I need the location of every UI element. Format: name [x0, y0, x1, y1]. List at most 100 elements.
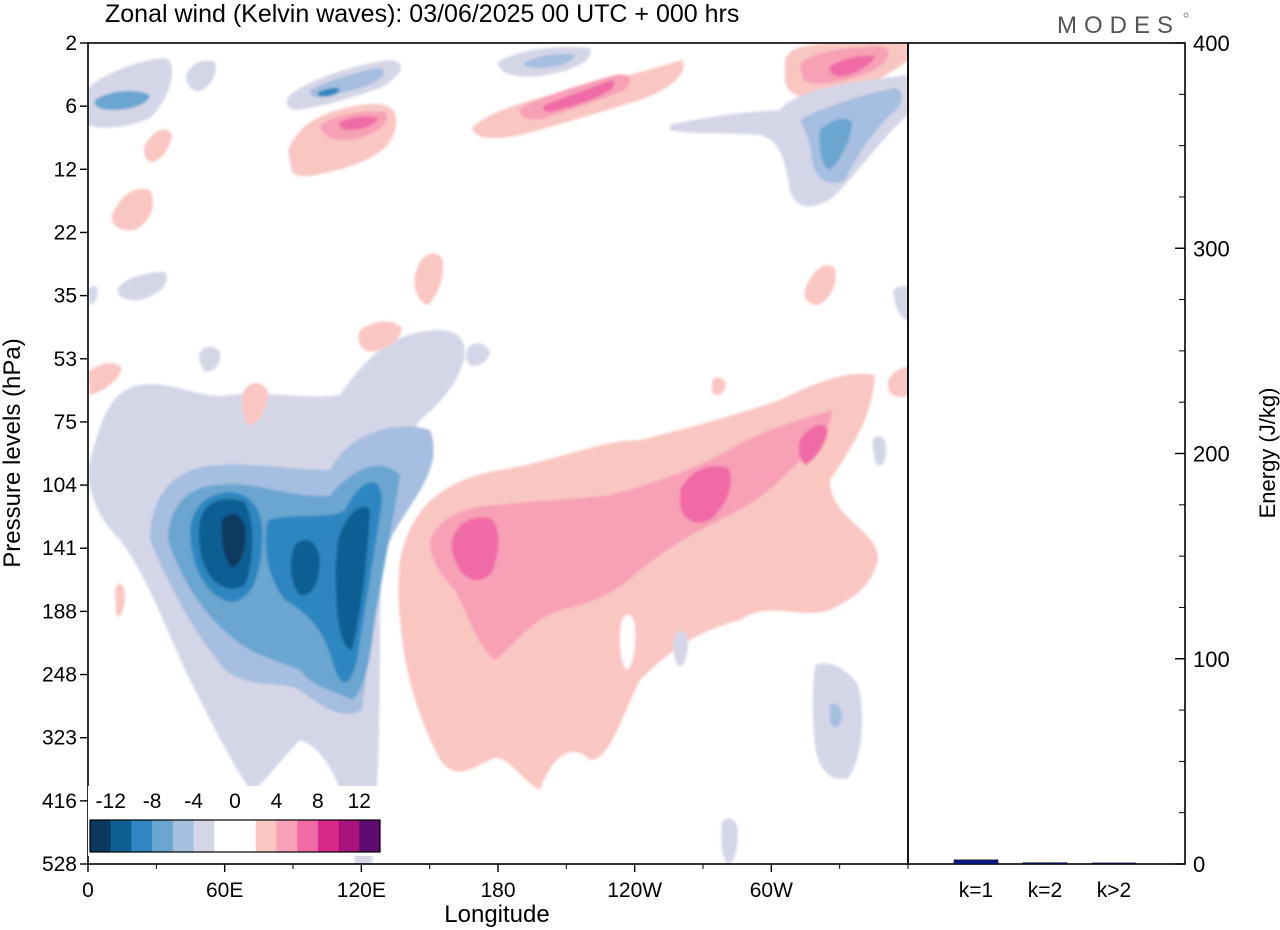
colorbar-swatch [317, 820, 339, 852]
heatmap-contour-13 [798, 424, 828, 465]
heatmap-contour-54 [872, 435, 886, 466]
heatmap-contour-52 [115, 583, 125, 617]
heatmap-contour-38 [88, 363, 122, 395]
y-tick-label: 416 [42, 790, 77, 813]
energy-category-label: k>2 [1097, 879, 1131, 902]
colorbar-swatch [110, 820, 132, 852]
energy-tick-label: 0 [1193, 852, 1205, 877]
chart-title: Zonal wind (Kelvin waves): 03/06/2025 00… [105, 0, 739, 28]
logo-registered-mark [1183, 12, 1189, 18]
x-tick-label: 60E [206, 879, 243, 902]
colorbar-swatch [131, 820, 153, 852]
colorbar-label: -8 [143, 790, 162, 813]
heatmap-contour-50 [721, 818, 738, 864]
heatmap-contour-46 [88, 286, 98, 305]
heatmap-contour-51 [465, 343, 490, 366]
colorbar-swatch [338, 820, 360, 852]
heatmap-contour-49 [830, 703, 842, 727]
heatmap-contour-6 [335, 506, 370, 650]
heatmap-contour-36 [414, 253, 444, 305]
heatmap-contour-22 [829, 55, 875, 77]
pressure-axis: 2 6 12 22 35 53 75 104 141 188 248 323 416 528 [42, 32, 88, 876]
x-tick-label: 120E [337, 879, 386, 902]
x-axis-label: Longitude [444, 901, 549, 928]
heatmap-contour-34 [111, 188, 154, 231]
heatmap-contour-47 [893, 285, 908, 320]
heatmap-contour-11 [451, 517, 499, 581]
y-tick-label: 2 [65, 32, 77, 55]
energy-panel-frame [907, 42, 1186, 865]
heatmap-contour-33 [819, 118, 852, 170]
colorbar-label: -4 [184, 790, 203, 813]
colorbar-label: 8 [312, 790, 324, 813]
y-tick-label: 6 [65, 95, 77, 118]
heatmap-contour-41 [888, 367, 908, 398]
heatmap-contour-40 [804, 265, 836, 305]
heatmap-contour-35 [144, 129, 172, 162]
colorbar-label: 12 [348, 790, 371, 813]
energy-tick-label: 400 [1193, 31, 1230, 56]
colorbar-swatch [172, 820, 194, 852]
heatmap-contour-16 [339, 116, 378, 130]
y-tick-label: 35 [54, 285, 77, 308]
heatmap-contour-28 [318, 87, 340, 97]
y-tick-label: 12 [54, 158, 77, 181]
colorbar: -12 -8 -4 0 4 8 12 [88, 786, 382, 856]
colorbar-swatch [276, 820, 298, 852]
heatmap-contour-39 [241, 383, 268, 425]
heatmap-contour-44 [199, 346, 221, 372]
y-tick-label: 104 [42, 474, 77, 497]
y-tick-label: 323 [42, 727, 77, 750]
colorbar-swatch [235, 820, 257, 852]
energy-axis-label: Energy (J/kg) [1255, 388, 1280, 519]
colorbar-swatch [297, 820, 319, 852]
colorbar-swatch [214, 820, 236, 852]
y-tick-label: 75 [54, 411, 77, 434]
heatmap-contour-7 [290, 540, 320, 596]
modes-logo: MODES [1057, 12, 1180, 39]
colorbar-swatch [152, 820, 174, 852]
energy-bar-chart: 0 100 200 300 400 k=1 k=2 k>2 [953, 31, 1230, 902]
heatmap-contour-12 [680, 466, 732, 523]
energy-tick-label: 100 [1193, 647, 1230, 672]
heatmap-contour-42 [712, 377, 726, 396]
heatmap-contour-37 [358, 321, 402, 352]
y-tick-label: 248 [42, 664, 77, 687]
y-tick-label: 188 [42, 600, 77, 623]
energy-bar-k=1 [953, 859, 999, 865]
colorbar-label: -12 [96, 790, 126, 813]
heatmap-contour-53 [673, 630, 688, 667]
y-tick-label: 53 [54, 348, 77, 371]
energy-tick-label: 200 [1193, 442, 1230, 467]
energy-bar-k>2 [1091, 862, 1137, 865]
colorbar-swatch [193, 820, 215, 852]
colorbar-label: 4 [271, 790, 283, 813]
y-tick-label: 22 [54, 221, 77, 244]
energy-tick-label: 300 [1193, 236, 1230, 261]
energy-category-label: k=2 [1028, 879, 1062, 902]
x-tick-label: 0 [82, 879, 94, 902]
colorbar-label: 0 [229, 790, 241, 813]
y-tick-label: 141 [42, 537, 77, 560]
y-tick-label: 528 [42, 853, 77, 876]
heatmap-contour-25 [94, 90, 150, 110]
longitude-axis: 0 60E 120E 180 120W 60W [82, 864, 909, 902]
heatmap-contour-43 [117, 272, 168, 301]
y-axis-label: Pressure levels (hPa) [0, 338, 26, 567]
x-tick-label: 120W [607, 879, 662, 902]
energy-bar-k=2 [1022, 862, 1068, 865]
x-tick-label: 60W [750, 879, 793, 902]
colorbar-swatch [255, 820, 277, 852]
heatmap-contour-45 [185, 60, 216, 92]
hovmoller-heatmap [88, 43, 908, 864]
colorbar-frame [89, 819, 381, 853]
heatmap-contour-gap [619, 614, 636, 670]
x-tick-label: 180 [480, 879, 515, 902]
energy-category-label: k=1 [959, 879, 993, 902]
heatmap-contour-10 [430, 410, 832, 660]
heatmap-contour-19 [543, 80, 615, 112]
heatmap-contour-8 [221, 513, 246, 568]
colorbar-swatch [90, 820, 112, 852]
colorbar-swatch [359, 820, 381, 852]
